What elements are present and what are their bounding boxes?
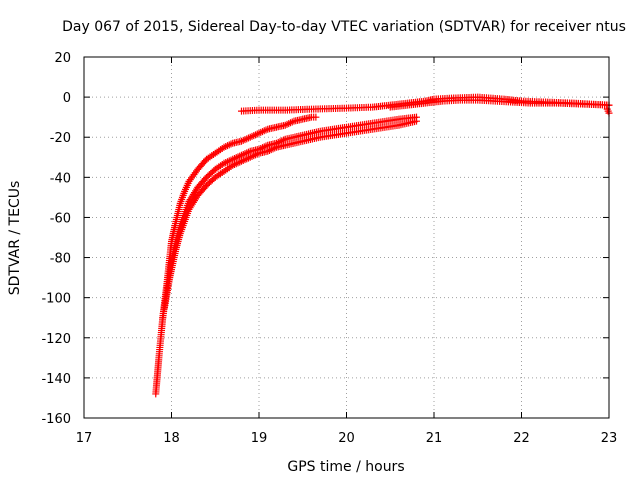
y-tick-label: -60 (50, 211, 71, 226)
data-point-marker (312, 113, 320, 121)
grid-lines (84, 57, 609, 418)
x-tick-label: 21 (426, 431, 443, 446)
x-tick-label: 17 (76, 431, 93, 446)
series-track-3 (161, 117, 420, 312)
x-tick-label: 22 (513, 431, 530, 446)
y-tick-label: -160 (41, 412, 71, 427)
series-track-5 (386, 96, 613, 111)
y-tick-label: -40 (50, 171, 71, 186)
y-tick-label: 20 (54, 51, 71, 66)
x-tick-label: 20 (338, 431, 355, 446)
data-series (152, 93, 613, 398)
x-tick-label: 19 (251, 431, 268, 446)
x-tick-label: 18 (163, 431, 180, 446)
x-axis-label: GPS time / hours (287, 459, 404, 475)
y-tick-label: -80 (50, 252, 71, 267)
y-axis-label: SDTVAR / TECUs (7, 181, 23, 296)
y-tick-label: -20 (50, 131, 71, 146)
axis-ticks: 17 18 19 20 21 22 23 20 0 -20 -40 -60 -80 -100 -120 -14… (41, 51, 617, 446)
data-point-marker (413, 117, 420, 125)
x-tick-label: 23 (601, 431, 618, 446)
chart-title: Day 067 of 2015, Sidereal Day-to-day VTE… (62, 19, 626, 35)
y-tick-label: 0 (63, 91, 71, 106)
y-tick-label: -100 (41, 292, 71, 307)
y-tick-label: -140 (41, 372, 71, 387)
y-tick-label: -120 (41, 332, 71, 347)
